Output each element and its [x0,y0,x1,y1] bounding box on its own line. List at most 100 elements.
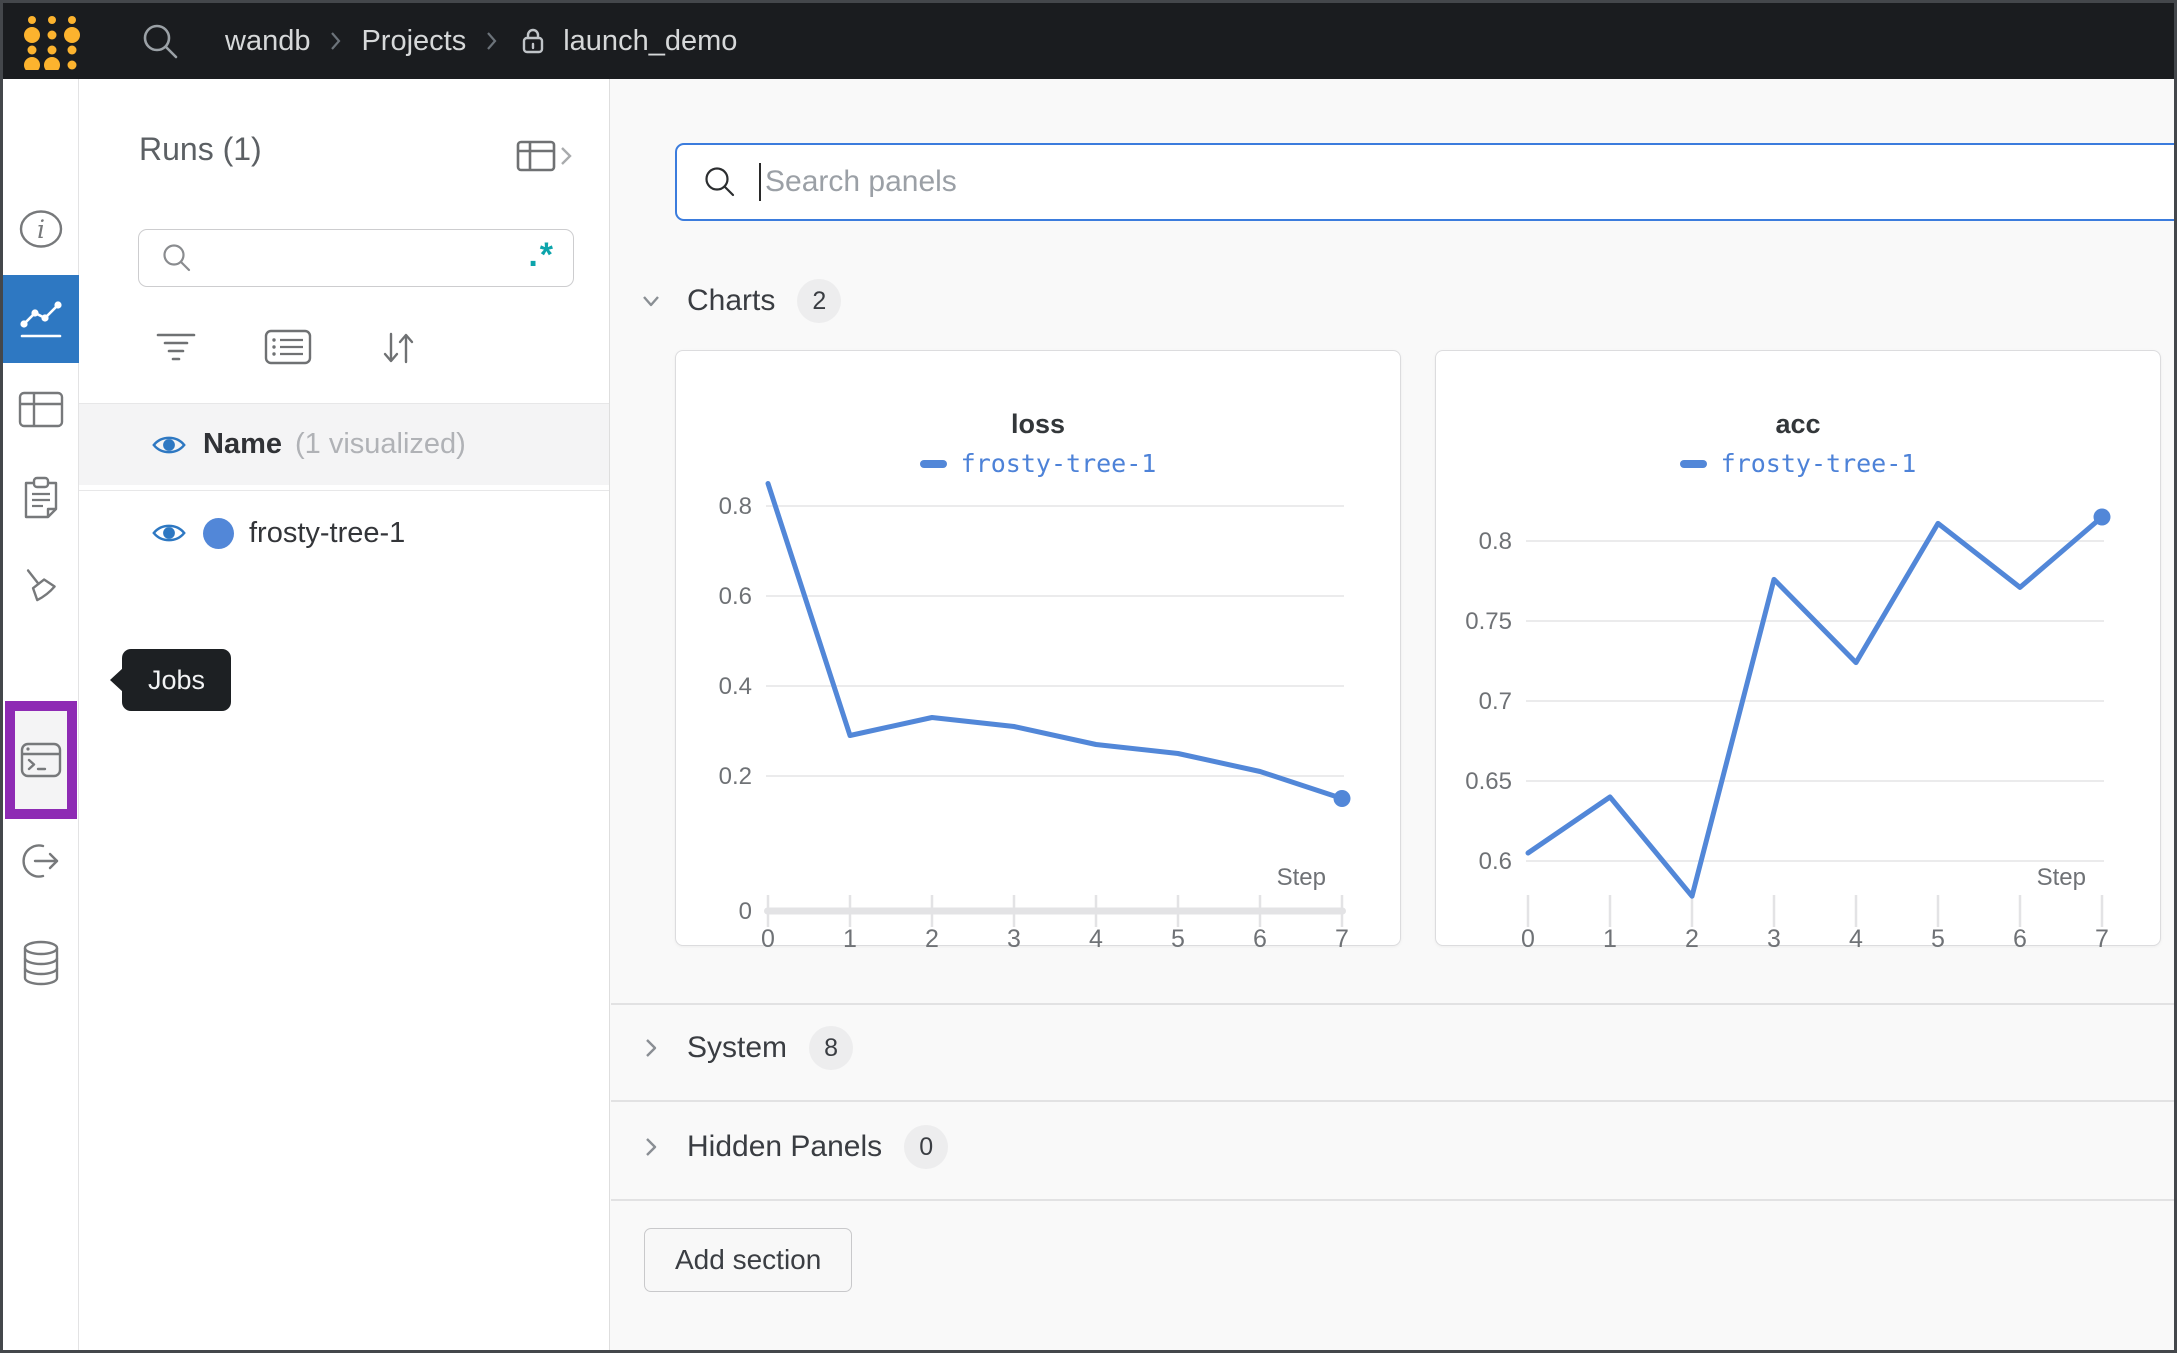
svg-text:0.75: 0.75 [1465,608,1512,635]
chart-card-loss[interactable]: loss frosty-tree-1 0.2 0.4 0.6 0.8 0 0 1 2 3 4 5 6 7… [675,350,1401,953]
visibility-eye-icon[interactable] [150,431,188,459]
chevron-right-icon [646,1138,657,1156]
svg-text:5: 5 [1931,925,1945,953]
svg-text:7: 7 [2095,925,2109,953]
run-name[interactable]: frosty-tree-1 [249,516,406,549]
svg-text:3: 3 [1007,925,1021,953]
chevron-right-icon [487,32,497,50]
svg-text:0.4: 0.4 [719,673,752,700]
info-icon: i [19,210,63,248]
rail-item-runs-table[interactable] [3,365,79,453]
section-header-charts[interactable]: Charts 2 [637,279,842,323]
rail-item-launch[interactable] [3,817,79,905]
loss-plot: 0.2 0.4 0.6 0.8 00 1 2 3 4 5 6 7 Step [719,481,1351,953]
section-count-badge: 2 [797,279,842,323]
svg-text:Step: Step [1277,864,1326,891]
filter-icon[interactable] [153,325,199,371]
svg-text:0.6: 0.6 [1479,848,1512,875]
section-label: Hidden Panels [687,1130,883,1163]
runs-column-header[interactable]: Name (1 visualized) [79,404,609,485]
svg-text:7: 7 [1335,925,1349,953]
search-panels-input[interactable]: Search panels [675,143,2174,221]
artifacts-database-icon [23,940,59,986]
svg-text:1: 1 [1603,925,1617,953]
launch-icon [22,844,59,878]
divider [79,490,609,492]
search-icon [163,244,191,272]
rail-item-workspace-selected[interactable] [3,275,79,363]
runs-toolbar [79,323,609,375]
rail-item-artifacts[interactable] [3,919,79,1007]
svg-text:0.8: 0.8 [1479,528,1512,555]
runs-panel: Runs (1) .* [79,79,610,1350]
svg-text:i: i [37,215,45,244]
rail-item-jobs-highlighted[interactable] [5,701,77,819]
search-icon[interactable] [139,20,181,62]
section-header-hidden-panels[interactable]: Hidden Panels 0 [637,1125,949,1169]
table-icon [516,140,556,172]
rail-item-reports[interactable] [3,455,79,543]
svg-text:6: 6 [1253,925,1267,953]
legend-run-name: frosty-tree-1 [960,449,1157,478]
workspace-chart-icon [20,301,62,338]
charts-row: loss frosty-tree-1 0.2 0.4 0.6 0.8 0 0 1 2 3 4 5 6 7… [675,350,2161,953]
chart-title: acc [1775,409,1821,439]
svg-text:0: 0 [739,898,752,925]
run-color-dot[interactable] [203,517,234,549]
sweeps-broom-icon [26,569,56,602]
divider [611,1003,2174,1005]
section-count-badge: 8 [809,1026,854,1070]
chart-title: loss [1010,409,1066,439]
search-icon [705,167,735,197]
svg-text:0.2: 0.2 [719,763,752,790]
sort-icon[interactable] [375,325,421,371]
divider [79,403,609,405]
legend-dash-icon [1679,459,1707,468]
jobs-tooltip: Jobs [109,649,232,711]
text-cursor [759,163,761,201]
divider [611,1100,2174,1102]
breadcrumb-projects[interactable]: Projects [361,24,467,57]
svg-text:1: 1 [843,925,857,953]
svg-text:0: 0 [761,925,775,953]
lock-icon [523,28,544,54]
svg-text:4: 4 [1089,925,1103,953]
run-row-frosty-tree-1[interactable]: frosty-tree-1 [79,491,609,575]
regex-toggle-icon[interactable]: .* [528,236,555,274]
breadcrumb-home[interactable]: wandb [225,24,311,57]
breadcrumb-project-name[interactable]: launch_demo [563,24,738,57]
chevron-down-icon [643,296,659,307]
jobs-terminal-icon [20,742,62,778]
rail-item-overview[interactable]: i [3,185,79,273]
jobs-tooltip-label: Jobs [148,664,206,695]
chart-card-acc[interactable]: acc frosty-tree-1 0.6 0.65 0.7 0.75 0.8 0 1 2 3 4… [1435,350,2161,953]
visibility-eye-icon[interactable] [150,519,188,547]
reports-clipboard-icon [24,476,58,519]
section-count-badge: 0 [904,1125,949,1169]
svg-text:0.8: 0.8 [719,493,752,520]
svg-text:3: 3 [1767,925,1781,953]
section-label: Charts [687,284,776,317]
add-section-button[interactable]: Add section [644,1228,853,1292]
legend-run-name: frosty-tree-1 [1720,449,1917,478]
rail-item-sweeps[interactable] [3,543,79,631]
chevron-right-icon [331,32,341,50]
svg-text:2: 2 [925,925,939,953]
chart-legend: frosty-tree-1 [676,449,1400,478]
svg-text:6: 6 [2013,925,2027,953]
expand-runs-table-button[interactable] [515,137,575,175]
runs-search-input[interactable]: .* [138,229,574,287]
runs-table-icon [18,391,64,428]
svg-text:0: 0 [1521,925,1535,953]
svg-text:0.7: 0.7 [1479,688,1512,715]
search-panels-placeholder: Search panels [765,165,957,198]
section-label: System [687,1031,788,1064]
group-list-icon[interactable] [263,325,313,369]
acc-plot: 0.6 0.65 0.7 0.75 0.8 0 1 2 3 4 5 6 7 Step [1465,508,2111,953]
svg-text:Step: Step [2037,864,2086,891]
column-header-name: Name [203,428,282,460]
breadcrumb: wandb Projects launch_demo [225,25,737,58]
section-header-system[interactable]: System 8 [637,1026,854,1070]
top-navigation-bar: wandb Projects launch_demo [3,3,2174,79]
wandb-logo[interactable] [23,12,81,70]
